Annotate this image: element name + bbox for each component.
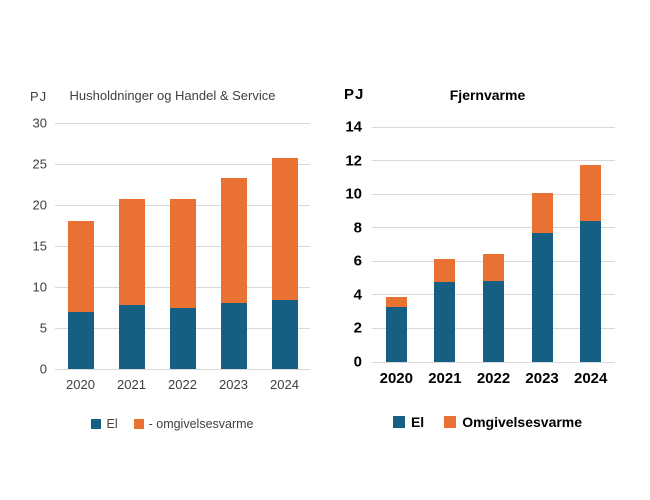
x-axis-label: 2021 — [117, 377, 146, 392]
bar-segment-el — [169, 307, 196, 369]
bar-segment-el — [580, 221, 602, 362]
bar-segment-el — [118, 305, 145, 369]
y-axis-unit-label: PJ — [344, 86, 365, 103]
bar-segment-omgivelsesvarme — [118, 199, 145, 306]
bar-segment-el — [67, 311, 94, 369]
chart-title: Fjernvarme — [449, 87, 526, 103]
y-tick-label: 0 — [39, 361, 47, 377]
chart-title: Husholdninger og Handel & Service — [69, 88, 276, 103]
gridline — [55, 122, 310, 124]
gridline — [372, 160, 615, 162]
y-tick-label: 0 — [353, 353, 362, 371]
legend-swatch-omgivelsesvarme — [444, 416, 457, 428]
y-tick-label: 4 — [353, 286, 362, 304]
gridline — [372, 193, 615, 195]
bar-segment-omgivelsesvarme — [271, 158, 298, 301]
y-tick-label: 10 — [345, 185, 362, 203]
y-tick-label: 8 — [353, 219, 362, 237]
bar-segment-omgivelsesvarme — [220, 177, 247, 304]
y-axis-unit-label: PJ — [30, 89, 48, 104]
bar-segment-el — [271, 300, 298, 369]
bar-segment-omgivelsesvarme — [434, 258, 456, 283]
bar-segment-omgivelsesvarme — [385, 297, 407, 307]
y-tick-label: 5 — [39, 320, 47, 336]
y-tick-label: 25 — [32, 156, 47, 172]
legend-item-omgivelsesvarme: - omgivelsesvarme — [133, 417, 254, 431]
bar-segment-el — [483, 281, 504, 362]
x-axis-label: 2024 — [270, 377, 299, 392]
y-tick-label: 6 — [353, 252, 362, 270]
gridline — [372, 126, 615, 128]
x-axis-label: 2023 — [219, 377, 248, 392]
x-axis-label: 2020 — [379, 370, 413, 387]
y-tick-label: 15 — [32, 238, 47, 254]
legend-swatch-el — [392, 416, 405, 428]
y-tick-label: 14 — [345, 118, 362, 136]
legend-swatch-omgivelsesvarme — [133, 419, 144, 429]
y-tick-label: 20 — [32, 197, 47, 213]
bar-segment-omgivelsesvarme — [483, 253, 504, 282]
x-axis-label: 2020 — [66, 377, 95, 392]
legend-label: El — [410, 414, 425, 430]
legend-label: El — [106, 417, 118, 431]
bar-segment-omgivelsesvarme — [169, 199, 196, 308]
legend: El Omgivelsesvarme — [366, 414, 609, 430]
bar-segment-el — [385, 306, 407, 362]
bar-segment-omgivelsesvarme — [67, 220, 94, 312]
y-tick-label: 30 — [32, 115, 47, 131]
legend-swatch-el — [91, 419, 102, 429]
legend: El - omgivelsesvarme — [45, 417, 300, 431]
x-axis-label: 2022 — [168, 377, 197, 392]
y-tick-label: 2 — [353, 319, 362, 337]
gridline — [372, 227, 615, 229]
x-axis-label: 2021 — [428, 370, 462, 387]
bar-segment-omgivelsesvarme — [580, 164, 602, 221]
legend-item-omgivelsesvarme: Omgivelsesvarme — [444, 414, 582, 430]
gridline — [55, 163, 310, 165]
bar-segment-el — [220, 303, 247, 369]
bar-segment-omgivelsesvarme — [531, 193, 553, 233]
bar-segment-el — [531, 232, 553, 362]
legend-label: - omgivelsesvarme — [148, 417, 254, 431]
x-axis-label: 2023 — [525, 370, 559, 387]
x-axis-label: 2022 — [476, 370, 511, 387]
legend-item-el: El — [91, 417, 118, 431]
gridline — [372, 361, 615, 363]
legend-label: Omgivelsesvarme — [462, 414, 583, 430]
bar-segment-el — [434, 282, 456, 362]
gridline — [55, 368, 310, 370]
x-axis-label: 2024 — [574, 370, 608, 387]
plot-area: 0 5 10 15 20 25 30 2020 2021 2022 2023 2024 — [33, 116, 310, 392]
y-tick-label: 12 — [345, 152, 362, 170]
y-tick-label: 10 — [32, 279, 47, 295]
legend-item-el: El — [392, 414, 425, 430]
plot-area: 0 2 4 6 8 10 12 14 2020 2021 2022 2023 2024 — [345, 119, 615, 387]
